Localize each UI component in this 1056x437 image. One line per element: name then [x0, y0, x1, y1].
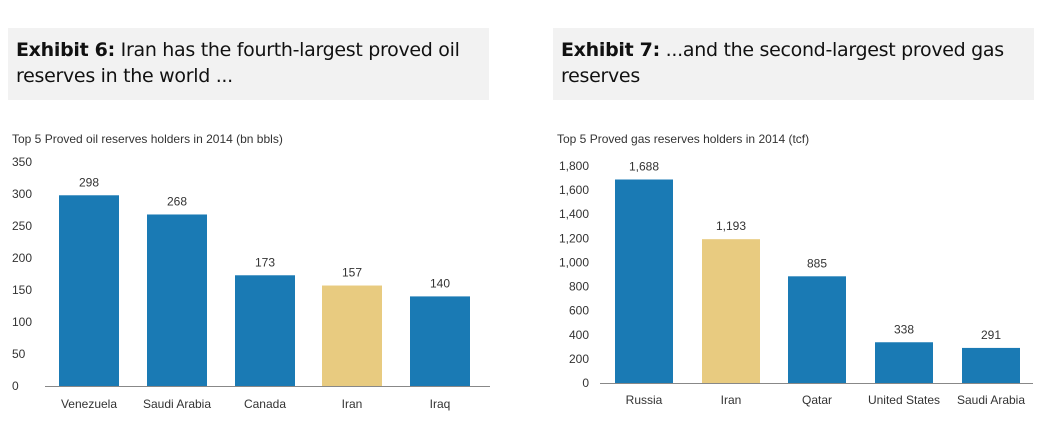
bar-canada	[235, 275, 295, 386]
y-tick-label: 0	[582, 376, 589, 390]
y-tick-label: 1,000	[559, 255, 589, 269]
data-label: 298	[79, 175, 99, 189]
exhibit-6-header: Exhibit 6: Iran has the fourth-largest p…	[8, 28, 489, 100]
exhibit-7-title: ...and the second-largest proved gas res…	[561, 39, 1004, 87]
data-label: 157	[342, 266, 362, 280]
y-tick-label: 100	[12, 315, 32, 329]
x-tick-label: Iraq	[430, 397, 451, 411]
y-tick-label: 600	[569, 304, 589, 318]
data-label: 291	[981, 328, 1001, 342]
bar-iraq	[410, 296, 470, 386]
y-tick-label: 200	[569, 352, 589, 366]
y-tick-label: 200	[12, 251, 32, 265]
x-tick-label: Iran	[721, 393, 742, 407]
data-label: 268	[167, 194, 187, 208]
x-tick-label: Canada	[244, 397, 286, 411]
data-label: 1,193	[716, 219, 746, 233]
bar-saudi-arabia	[962, 347, 1020, 383]
bar-saudi-arabia	[147, 214, 207, 386]
data-label: 1,688	[629, 160, 659, 174]
data-label: 885	[807, 256, 827, 270]
y-tick-label: 1,200	[559, 231, 589, 245]
exhibit-6-label: Exhibit 6:	[16, 39, 115, 61]
x-tick-label: Russia	[626, 393, 663, 407]
exhibit-7-header: Exhibit 7: ...and the second-largest pro…	[553, 28, 1034, 100]
y-tick-label: 300	[12, 187, 32, 201]
data-label: 140	[430, 276, 450, 290]
x-tick-label: Iran	[342, 397, 363, 411]
exhibit-6-title: Iran has the fourth-largest proved oil r…	[16, 39, 460, 87]
bar-united-states	[875, 342, 933, 383]
exhibit-7-label: Exhibit 7:	[561, 39, 660, 61]
bar-iran	[702, 239, 760, 383]
y-tick-label: 800	[569, 280, 589, 294]
bar-venezuela	[59, 195, 119, 386]
y-tick-label: 350	[12, 155, 32, 169]
y-tick-label: 0	[12, 379, 19, 393]
bar-russia	[615, 179, 673, 383]
x-tick-label: United States	[868, 393, 940, 407]
y-tick-label: 50	[12, 347, 26, 361]
x-tick-label: Saudi Arabia	[957, 393, 1025, 407]
x-tick-label: Saudi Arabia	[143, 397, 211, 411]
y-tick-label: 400	[569, 328, 589, 342]
x-tick-label: Venezuela	[61, 397, 117, 411]
chart-title: Top 5 Proved gas reserves holders in 201…	[557, 132, 809, 146]
y-tick-label: 1,800	[559, 159, 589, 173]
chart-title: Top 5 Proved oil reserves holders in 201…	[12, 132, 283, 146]
y-tick-label: 150	[12, 283, 32, 297]
data-label: 338	[894, 322, 914, 336]
y-tick-label: 1,400	[559, 207, 589, 221]
x-tick-label: Qatar	[802, 393, 832, 407]
y-tick-label: 1,600	[559, 183, 589, 197]
bar-qatar	[788, 276, 846, 383]
y-tick-label: 250	[12, 219, 32, 233]
bar-iran	[322, 285, 382, 386]
data-label: 173	[255, 255, 275, 269]
